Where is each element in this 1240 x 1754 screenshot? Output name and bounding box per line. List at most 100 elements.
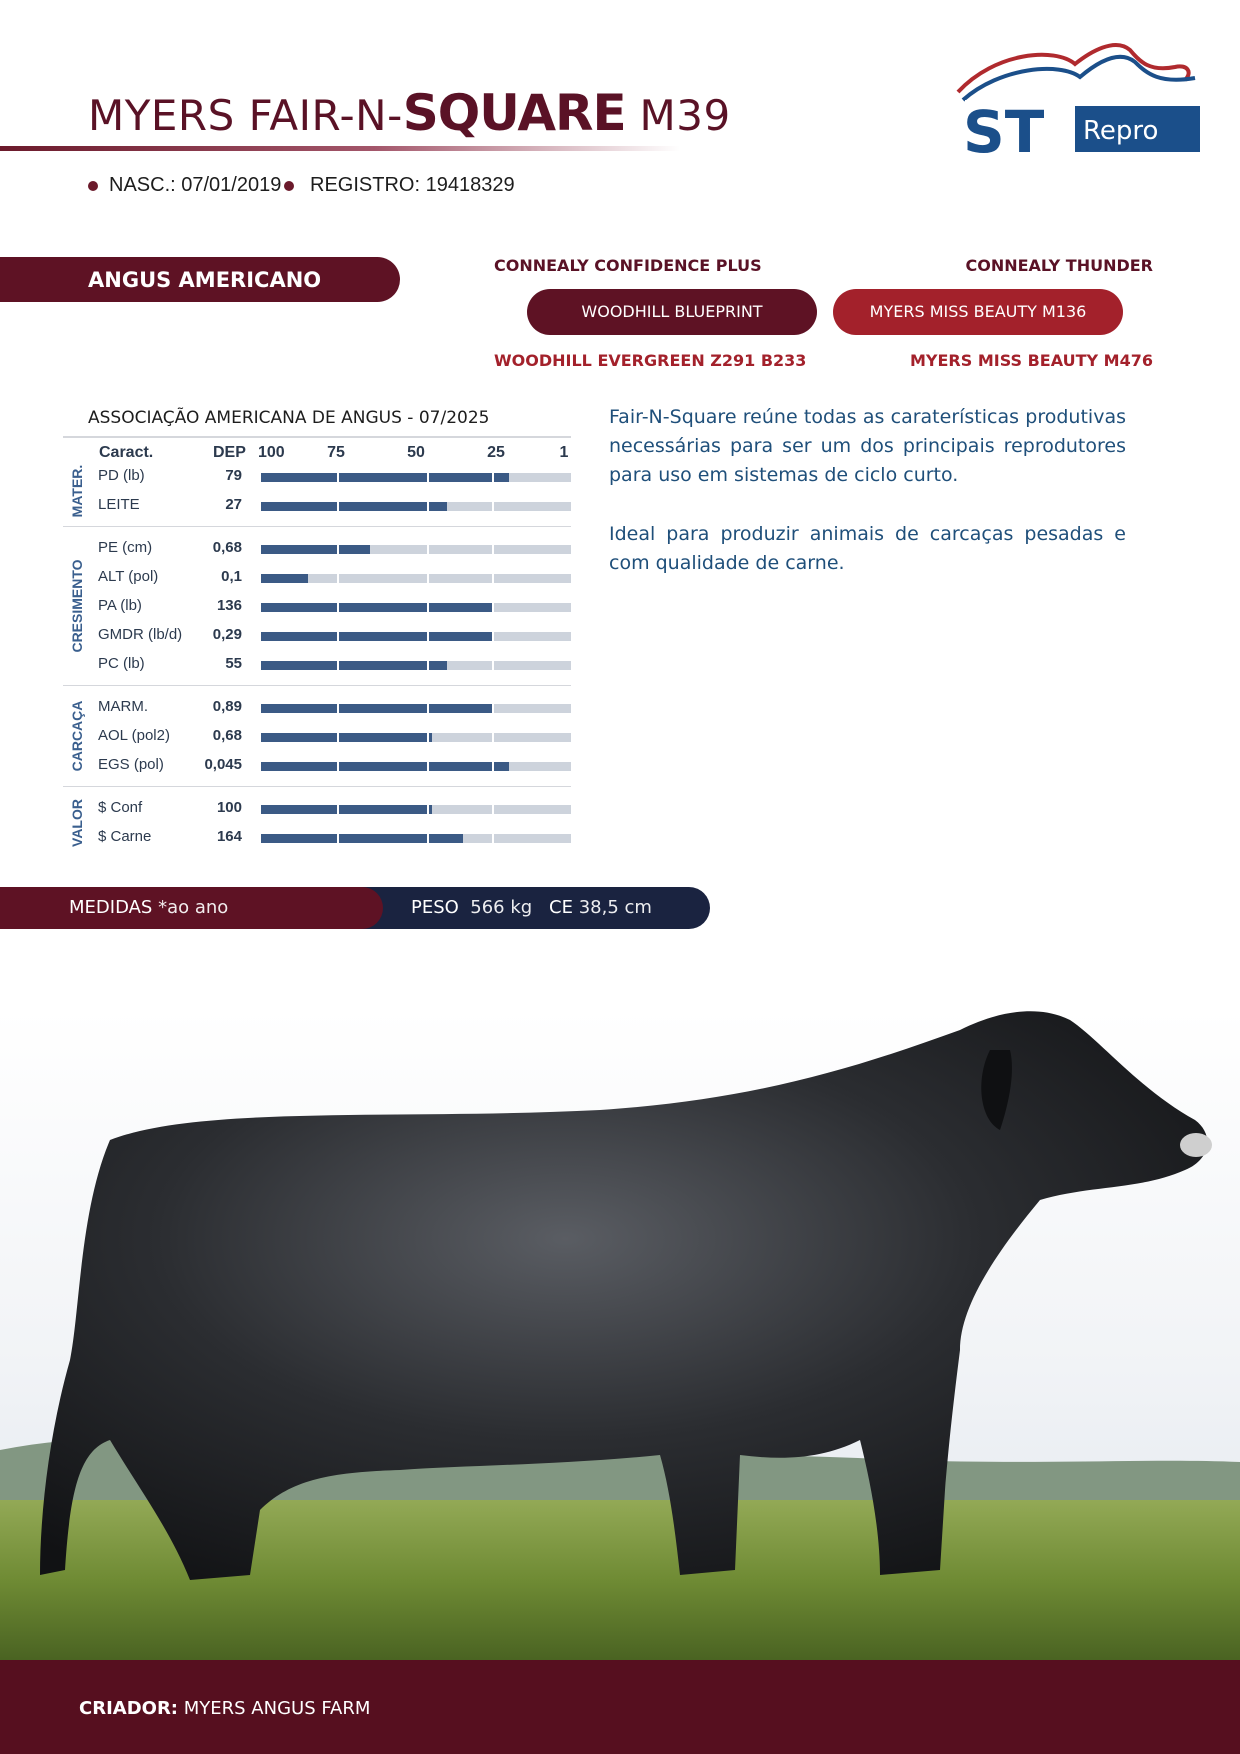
percentile-bar — [261, 762, 509, 771]
scale-tick — [337, 502, 339, 511]
percentile-track — [261, 805, 571, 814]
dep-value: 27 — [225, 496, 242, 513]
scale-label: 25 — [487, 444, 505, 461]
percentile-track — [261, 733, 571, 742]
percentile-bar — [261, 502, 447, 511]
measures-label-bar — [0, 887, 383, 929]
logo-s: ST — [963, 98, 1045, 157]
scale-tick — [337, 545, 339, 554]
trait-label: PA (lb) — [98, 597, 142, 614]
percentile-track — [261, 834, 571, 843]
logo-repro: Repro — [1083, 116, 1158, 146]
dep-value: 164 — [216, 828, 242, 845]
trait-label: AOL (pol2) — [98, 727, 170, 744]
column-header-trait: Caract. — [99, 444, 154, 461]
measures-label: MEDIDAS *ao ano — [69, 897, 228, 918]
percentile-track — [261, 574, 571, 583]
percentile-bar — [261, 704, 494, 713]
trait-label: $ Carne — [98, 828, 152, 845]
description-paragraph-2: Ideal para produzir animais de carcaças … — [609, 523, 1126, 574]
percentile-track — [261, 704, 571, 713]
bullet-icon — [88, 181, 98, 191]
weight-label: PESO — [411, 897, 459, 918]
scale-tick — [337, 805, 339, 814]
trait-label: PC (lb) — [98, 655, 145, 672]
breeder: CRIADOR: MYERS ANGUS FARM — [79, 1698, 370, 1719]
bullet-icon — [284, 181, 294, 191]
trait-label: MARM. — [98, 698, 148, 715]
percentile-bar — [261, 733, 432, 742]
registry-label: REGISTRO: — [310, 174, 421, 196]
breed-ribbon: ANGUS AMERICANO — [0, 257, 400, 302]
percentile-bar — [261, 632, 494, 641]
dep-value: 0,68 — [212, 539, 242, 556]
trait-label: LEITE — [98, 496, 140, 513]
percentile-bar — [261, 661, 447, 670]
scale-tick — [427, 661, 429, 670]
trait-label: PE (cm) — [98, 539, 153, 556]
scale-label: 75 — [327, 444, 345, 461]
scale-tick — [492, 704, 494, 713]
dep-value: 0,1 — [221, 568, 242, 585]
breeder-label: CRIADOR: — [79, 1698, 178, 1719]
scale-tick — [337, 704, 339, 713]
description-paragraph-1: Fair-N-Square reúne todas as caraterísti… — [609, 406, 1126, 486]
scale-tick — [427, 762, 429, 771]
scale-tick — [492, 603, 494, 612]
registry: REGISTRO: 19418329 — [310, 174, 515, 197]
scale-tick — [492, 632, 494, 641]
measures-values-bar — [330, 887, 710, 929]
percentile-track — [261, 473, 571, 482]
scale-tick — [427, 733, 429, 742]
percentile-bar — [261, 574, 308, 583]
st-repro-logo: ST Repro — [956, 43, 1200, 157]
percentile-track — [261, 502, 571, 511]
title-bold-part: SQUARE — [402, 84, 627, 142]
scale-tick — [492, 502, 494, 511]
birth-label: NASC.: — [109, 174, 176, 196]
scale-tick — [427, 473, 429, 482]
scale-tick — [337, 834, 339, 843]
title-part-2: M39 — [625, 91, 731, 140]
pedigree-sire-dam: WOODHILL EVERGREEN Z291 B233 — [494, 351, 807, 370]
scale-tick — [427, 574, 429, 583]
group-divider — [63, 786, 571, 787]
scale-tick — [492, 834, 494, 843]
ce-label: CE — [549, 897, 573, 918]
scale-tick — [427, 603, 429, 612]
scale-label: 50 — [407, 444, 425, 461]
title-underline — [0, 146, 680, 151]
epd-source: ASSOCIAÇÃO AMERICANA DE ANGUS - 07/2025 — [88, 408, 490, 428]
table-divider — [63, 436, 571, 438]
scale-tick — [427, 502, 429, 511]
percentile-track — [261, 632, 571, 641]
percentile-bar — [261, 603, 494, 612]
pedigree-dam: MYERS MISS BEAUTY M136 — [833, 289, 1123, 335]
scale-tick — [492, 762, 494, 771]
breeder-value: MYERS ANGUS FARM — [183, 1698, 371, 1719]
scale-tick — [337, 574, 339, 583]
scale-tick — [492, 805, 494, 814]
scale-tick — [337, 632, 339, 641]
percentile-track — [261, 603, 571, 612]
dep-value: 0,045 — [204, 756, 242, 773]
scale-tick — [492, 574, 494, 583]
percentile-bar — [261, 545, 370, 554]
scale-tick — [427, 632, 429, 641]
registry-value: 19418329 — [425, 174, 515, 196]
scale-tick — [337, 733, 339, 742]
scale-tick — [492, 473, 494, 482]
scale-tick — [337, 762, 339, 771]
percentile-track — [261, 762, 571, 771]
dep-value: 136 — [216, 597, 242, 614]
birth-value: 07/01/2019 — [181, 174, 282, 196]
scale-tick — [492, 733, 494, 742]
dep-value: 0,29 — [212, 626, 242, 643]
group-divider — [63, 685, 571, 686]
ce-value: 38,5 cm — [578, 897, 652, 918]
trait-label: $ Conf — [98, 799, 143, 816]
scale-tick — [427, 545, 429, 554]
scale-tick — [337, 661, 339, 670]
percentile-track — [261, 545, 571, 554]
scale-tick — [427, 704, 429, 713]
